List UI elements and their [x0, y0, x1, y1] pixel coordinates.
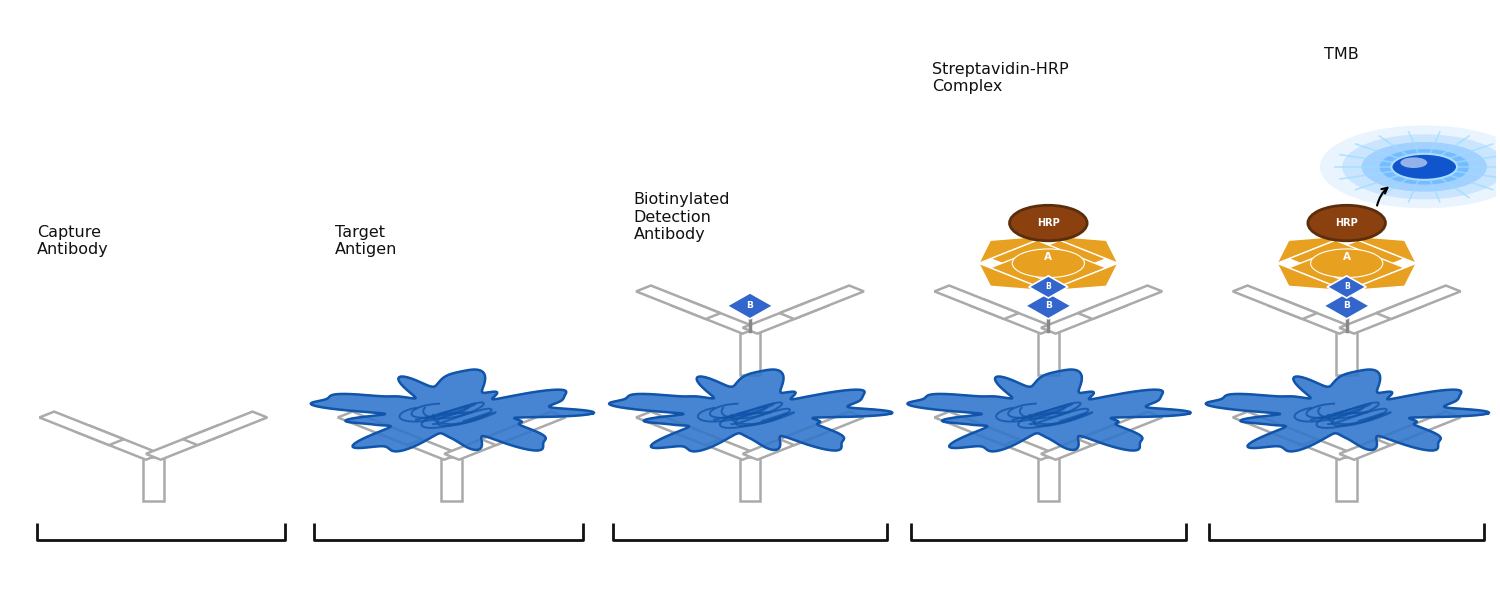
- Polygon shape: [908, 370, 1191, 451]
- Text: B: B: [1342, 301, 1350, 310]
- Polygon shape: [39, 412, 125, 445]
- Polygon shape: [1376, 286, 1461, 319]
- Text: Streptavidin-HRP
Complex: Streptavidin-HRP Complex: [932, 62, 1068, 94]
- Polygon shape: [1268, 425, 1354, 460]
- Polygon shape: [1038, 331, 1059, 375]
- Text: HRP: HRP: [1335, 218, 1358, 228]
- Polygon shape: [1026, 293, 1071, 319]
- Polygon shape: [1268, 299, 1354, 334]
- Polygon shape: [1323, 254, 1404, 286]
- Text: B: B: [747, 301, 753, 310]
- Polygon shape: [1048, 263, 1118, 291]
- Polygon shape: [969, 299, 1056, 334]
- Text: B: B: [1046, 301, 1052, 310]
- Polygon shape: [636, 412, 720, 445]
- Text: B: B: [1046, 283, 1052, 292]
- Polygon shape: [978, 236, 1048, 263]
- Text: Biotinylated
Detection
Antibody: Biotinylated Detection Antibody: [633, 192, 730, 242]
- Polygon shape: [1376, 412, 1461, 445]
- Polygon shape: [1041, 425, 1128, 460]
- Circle shape: [1311, 249, 1383, 278]
- Polygon shape: [990, 240, 1071, 272]
- Polygon shape: [482, 412, 566, 445]
- Polygon shape: [742, 299, 830, 334]
- Polygon shape: [740, 457, 760, 501]
- Polygon shape: [1328, 276, 1366, 298]
- Polygon shape: [780, 286, 864, 319]
- Polygon shape: [934, 286, 1019, 319]
- Polygon shape: [978, 263, 1048, 291]
- Circle shape: [1401, 157, 1426, 168]
- Polygon shape: [338, 412, 422, 445]
- Polygon shape: [310, 370, 594, 451]
- Polygon shape: [1078, 412, 1162, 445]
- Circle shape: [1320, 125, 1500, 208]
- Polygon shape: [1041, 299, 1128, 334]
- Polygon shape: [1206, 370, 1490, 451]
- Ellipse shape: [1308, 205, 1386, 241]
- Polygon shape: [670, 425, 758, 460]
- Polygon shape: [1340, 299, 1426, 334]
- Polygon shape: [142, 457, 164, 501]
- Polygon shape: [372, 425, 459, 460]
- Text: A: A: [1342, 253, 1350, 262]
- Polygon shape: [728, 293, 772, 319]
- Circle shape: [1342, 134, 1500, 199]
- Polygon shape: [1323, 293, 1370, 319]
- Circle shape: [1392, 154, 1456, 180]
- Polygon shape: [1288, 240, 1370, 272]
- Polygon shape: [1276, 263, 1347, 291]
- Polygon shape: [636, 286, 720, 319]
- Polygon shape: [1048, 236, 1118, 263]
- Polygon shape: [1347, 236, 1416, 263]
- Polygon shape: [1347, 263, 1416, 291]
- Polygon shape: [1340, 425, 1426, 460]
- Polygon shape: [780, 412, 864, 445]
- Polygon shape: [441, 457, 462, 501]
- Polygon shape: [1078, 286, 1162, 319]
- Polygon shape: [1024, 240, 1107, 272]
- Text: Target
Antigen: Target Antigen: [336, 224, 398, 257]
- Polygon shape: [609, 370, 892, 451]
- Polygon shape: [1336, 331, 1358, 375]
- Polygon shape: [146, 425, 232, 460]
- Polygon shape: [1336, 457, 1358, 501]
- Ellipse shape: [1010, 205, 1088, 241]
- Text: B: B: [1344, 283, 1350, 292]
- Text: Capture
Antibody: Capture Antibody: [38, 224, 108, 257]
- Text: A: A: [1044, 253, 1053, 262]
- Circle shape: [1362, 142, 1486, 191]
- Polygon shape: [670, 299, 758, 334]
- Text: HRP: HRP: [1036, 218, 1059, 228]
- Text: TMB: TMB: [1324, 47, 1359, 62]
- Polygon shape: [1233, 286, 1317, 319]
- Polygon shape: [1038, 457, 1059, 501]
- Polygon shape: [740, 331, 760, 375]
- Polygon shape: [742, 425, 830, 460]
- Polygon shape: [1323, 240, 1404, 272]
- Polygon shape: [74, 425, 160, 460]
- Polygon shape: [183, 412, 267, 445]
- Polygon shape: [444, 425, 531, 460]
- Circle shape: [1013, 249, 1084, 278]
- Polygon shape: [990, 254, 1071, 286]
- Polygon shape: [1288, 254, 1370, 286]
- Polygon shape: [969, 425, 1056, 460]
- Polygon shape: [1029, 276, 1068, 298]
- Circle shape: [1380, 149, 1468, 185]
- Polygon shape: [1276, 236, 1347, 263]
- Polygon shape: [1233, 412, 1317, 445]
- Polygon shape: [934, 412, 1019, 445]
- Polygon shape: [1024, 254, 1107, 286]
